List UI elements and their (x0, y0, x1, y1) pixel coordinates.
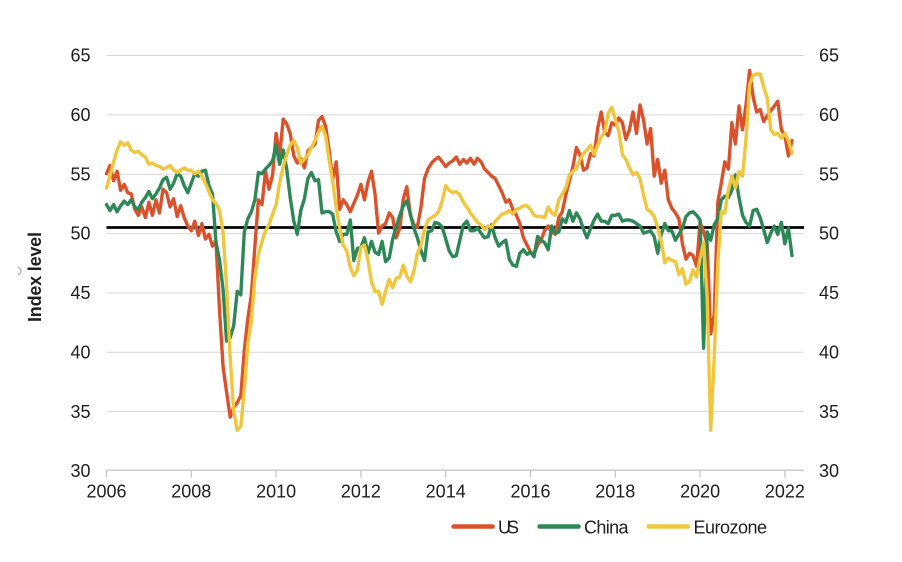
svg-text:2006: 2006 (86, 481, 126, 501)
svg-text:45: 45 (70, 283, 90, 303)
svg-text:55: 55 (819, 164, 839, 184)
svg-text:45: 45 (819, 283, 839, 303)
svg-text:35: 35 (70, 402, 90, 422)
svg-text:60: 60 (819, 105, 839, 125)
svg-text:2010: 2010 (256, 481, 296, 501)
svg-text:2022: 2022 (765, 481, 805, 501)
svg-text:Index level: Index level (25, 232, 45, 322)
svg-text:2018: 2018 (595, 481, 635, 501)
svg-text:30: 30 (70, 461, 90, 481)
svg-text:55: 55 (70, 164, 90, 184)
svg-text:60: 60 (70, 105, 90, 125)
svg-text:2014: 2014 (426, 481, 466, 501)
svg-text:35: 35 (819, 402, 839, 422)
svg-text:65: 65 (70, 46, 90, 66)
svg-text:2012: 2012 (341, 481, 381, 501)
svg-text:40: 40 (70, 342, 90, 362)
svg-text:US: US (498, 518, 519, 538)
svg-text:50: 50 (819, 224, 839, 244)
svg-text:Eurozone: Eurozone (694, 518, 768, 538)
svg-text:65: 65 (819, 46, 839, 66)
svg-text:2008: 2008 (171, 481, 211, 501)
svg-text:30: 30 (819, 461, 839, 481)
svg-text:50: 50 (70, 224, 90, 244)
svg-text:2020: 2020 (680, 481, 720, 501)
svg-text:China: China (584, 518, 629, 538)
svg-text:2016: 2016 (510, 481, 550, 501)
svg-text:40: 40 (819, 342, 839, 362)
